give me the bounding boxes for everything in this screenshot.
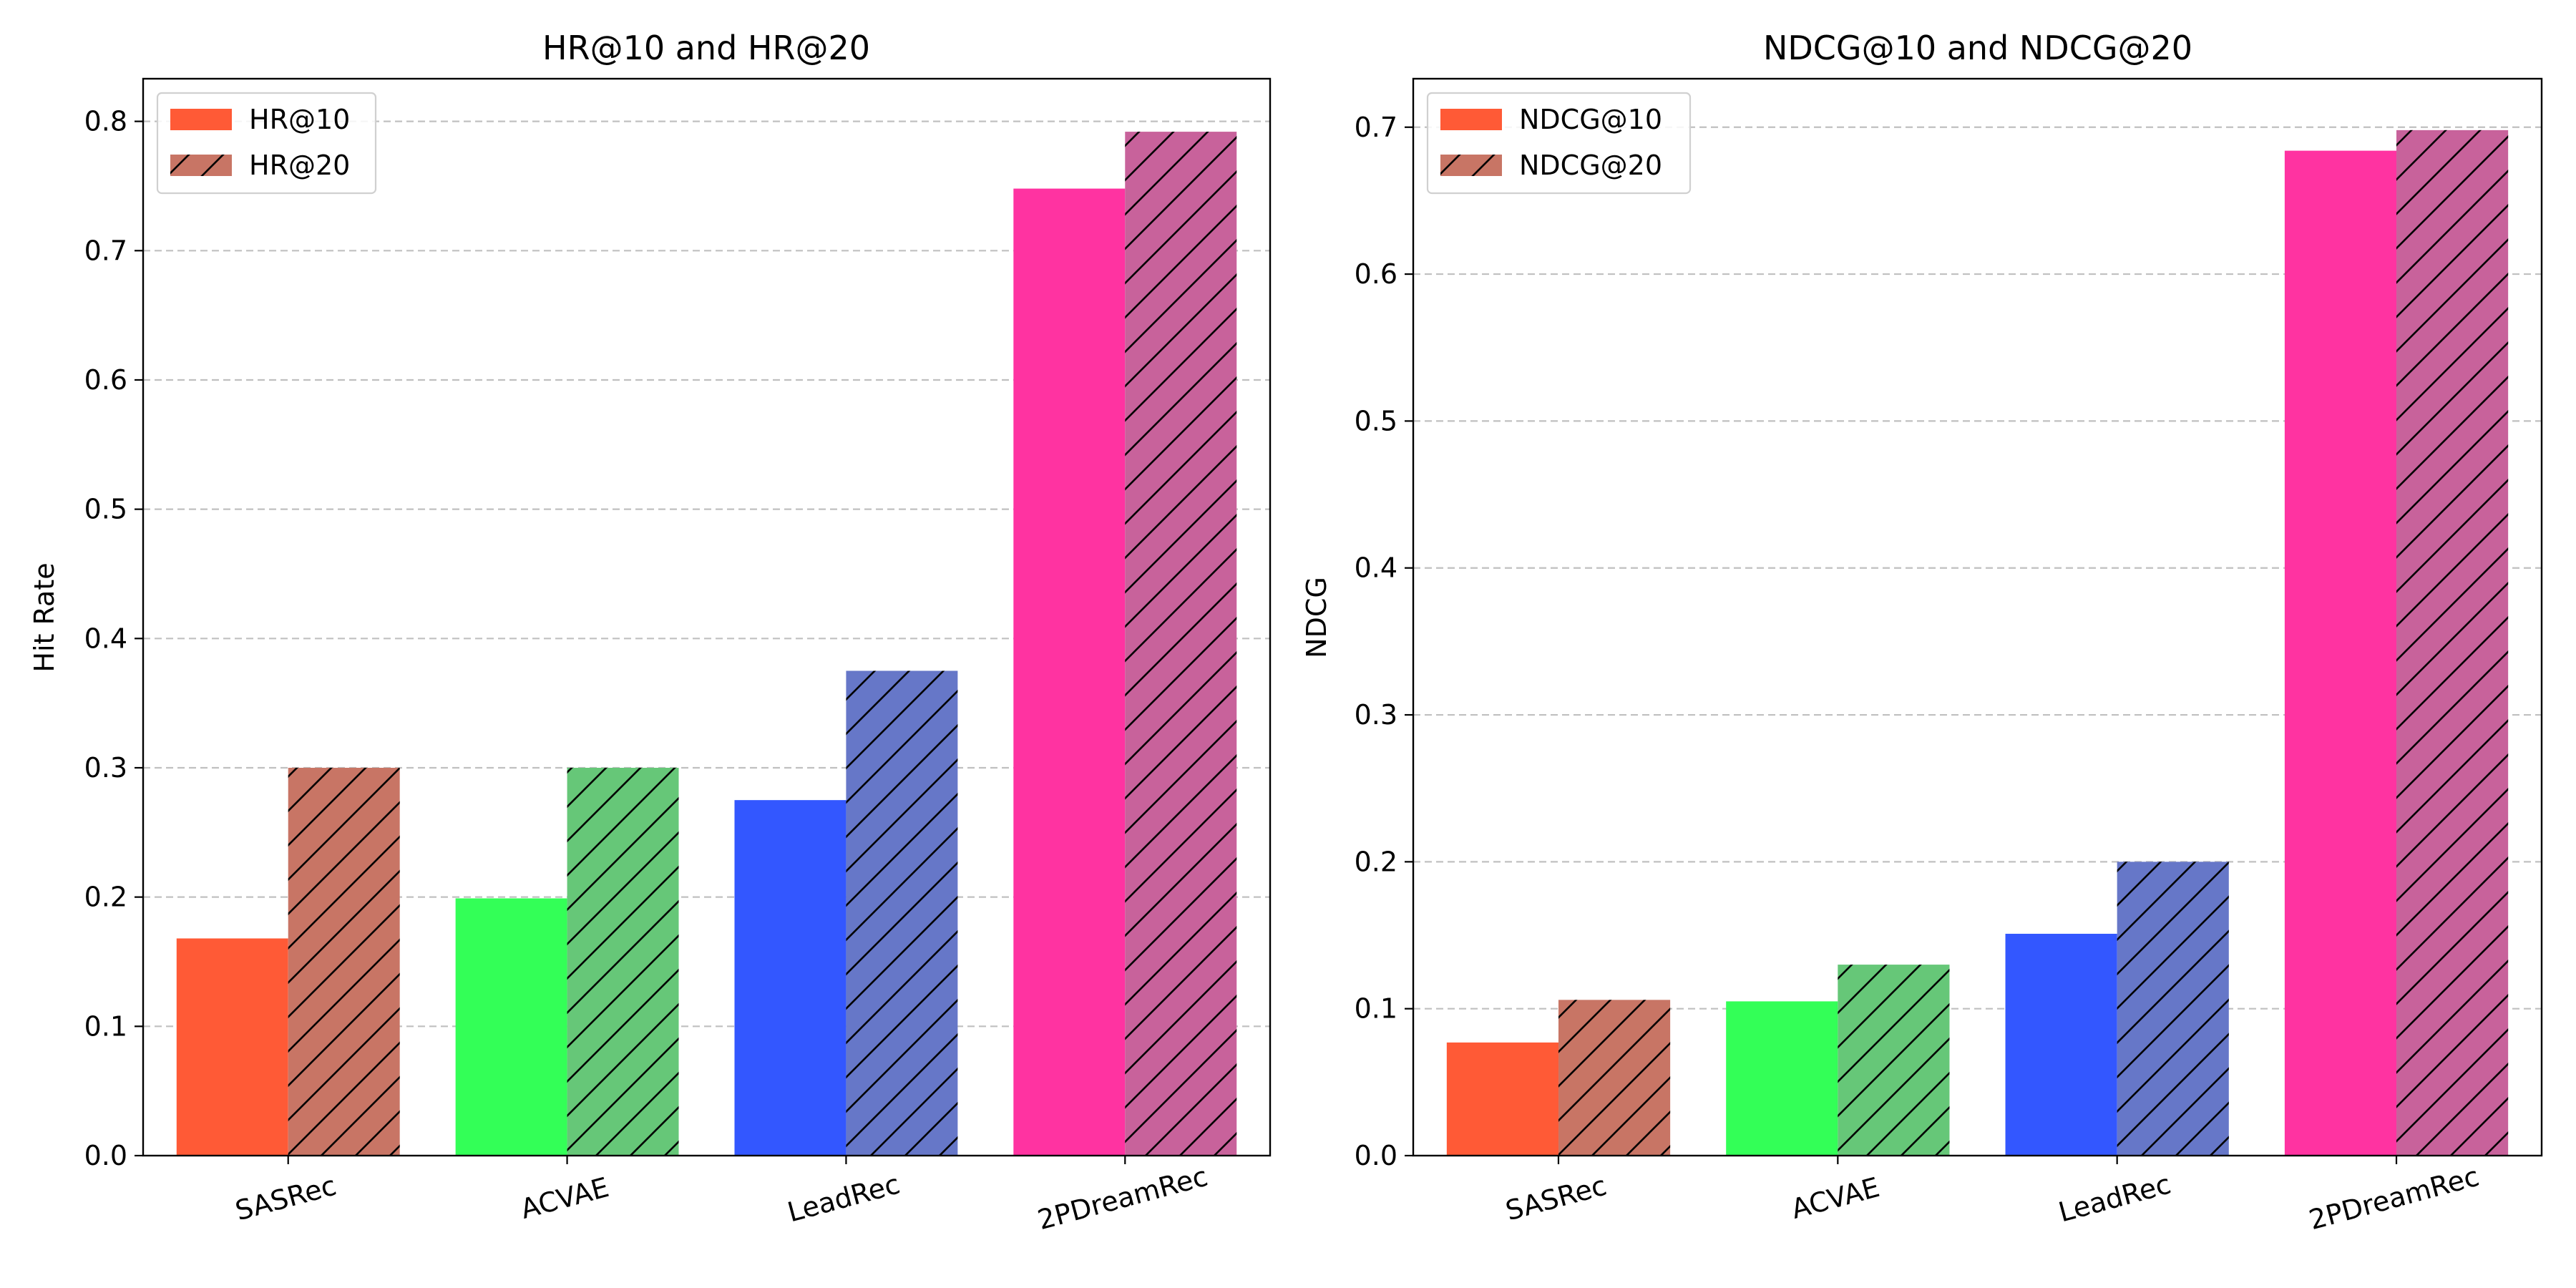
x-tick-label: LeadRec (2055, 1168, 2174, 1228)
y-tick-label: 0.1 (84, 1010, 127, 1042)
x-tick-label: SASRec (1502, 1170, 1609, 1227)
bar-hatch-overlay (567, 767, 679, 1156)
bar-hatch-overlay (846, 670, 958, 1156)
bars (1446, 130, 2509, 1156)
legend-swatch (1440, 109, 1502, 130)
legend-label: NDCG@10 (1519, 104, 1662, 135)
legend-label: HR@20 (249, 150, 350, 181)
bar-ndcg-10-2pdreamrec (2284, 150, 2397, 1156)
bars (176, 132, 1237, 1156)
legend: HR@10 HR@20 (156, 92, 377, 195)
y-tick-label: 0.1 (1355, 993, 1397, 1025)
bar-hatch-overlay (1558, 1000, 1671, 1156)
ndcg-chart: NDCG@10 and NDCG@20 NDCG 0.0 0.1 0.2 0.3 0.4… (1301, 29, 2543, 1236)
bar-ndcg-10-sasrec (1446, 1042, 1558, 1156)
x-tick-label: SASRec (232, 1170, 339, 1227)
y-tick-label: 0.3 (1355, 699, 1397, 731)
y-tick-label: 0.7 (84, 235, 127, 266)
y-tick-label: 0.2 (84, 882, 127, 913)
bar-hatch-overlay (2396, 130, 2509, 1156)
y-tick-label: 0.0 (84, 1140, 127, 1171)
y-tick-label: 0.7 (1355, 112, 1397, 143)
hit-rate-chart: HR@10 and HR@20 Hit Rate 0.0 0.1 0.2 0.3 0.4… (29, 29, 1272, 1236)
legend: NDCG@10 NDCG@20 (1426, 92, 1692, 195)
chart-title: HR@10 and HR@20 (542, 29, 870, 67)
legend-label: HR@10 (249, 104, 350, 135)
x-tick-label: 2PDreamRec (2306, 1161, 2482, 1236)
bar-hatch-overlay (1125, 132, 1237, 1156)
bar-ndcg-10-leadrec (2005, 933, 2117, 1156)
x-tick-label: ACVAE (1788, 1171, 1883, 1225)
y-axis-label: NDCG (1301, 577, 1332, 658)
bar-hr-10-acvae (455, 898, 567, 1156)
legend-swatch-hatch (1440, 155, 1502, 176)
bar-ndcg-10-acvae (1726, 1001, 1838, 1156)
y-tick-label: 0.3 (84, 752, 127, 784)
bar-hr-10-2pdreamrec (1013, 188, 1126, 1156)
bar-hatch-overlay (1838, 965, 1950, 1156)
y-axis-label: Hit Rate (29, 562, 60, 672)
legend-label: NDCG@20 (1519, 150, 1662, 181)
plot-frame (1412, 77, 2543, 1157)
plot-frame (142, 77, 1272, 1157)
bar-hr-10-sasrec (176, 938, 288, 1156)
y-tick-label: 0.4 (1355, 552, 1397, 584)
chart-title: NDCG@10 and NDCG@20 (1763, 29, 2192, 67)
bar-hatch-overlay (2117, 862, 2229, 1156)
y-tick-label: 0.2 (1355, 846, 1397, 877)
x-tick-label: ACVAE (517, 1171, 613, 1225)
bar-hr-10-leadrec (734, 800, 847, 1156)
legend-swatch-hatch (170, 155, 232, 176)
x-tick-label: LeadRec (784, 1168, 903, 1228)
y-tick-label: 0.5 (84, 494, 127, 525)
y-tick-label: 0.8 (84, 106, 127, 137)
legend-swatch (170, 109, 232, 130)
x-tick-label: 2PDreamRec (1034, 1161, 1211, 1236)
y-tick-label: 0.6 (1355, 258, 1397, 290)
y-tick-label: 0.5 (1355, 405, 1397, 436)
bar-hatch-overlay (288, 767, 400, 1156)
y-tick-label: 0.0 (1355, 1140, 1397, 1171)
y-tick-label: 0.4 (84, 623, 127, 654)
y-tick-label: 0.6 (84, 364, 127, 396)
